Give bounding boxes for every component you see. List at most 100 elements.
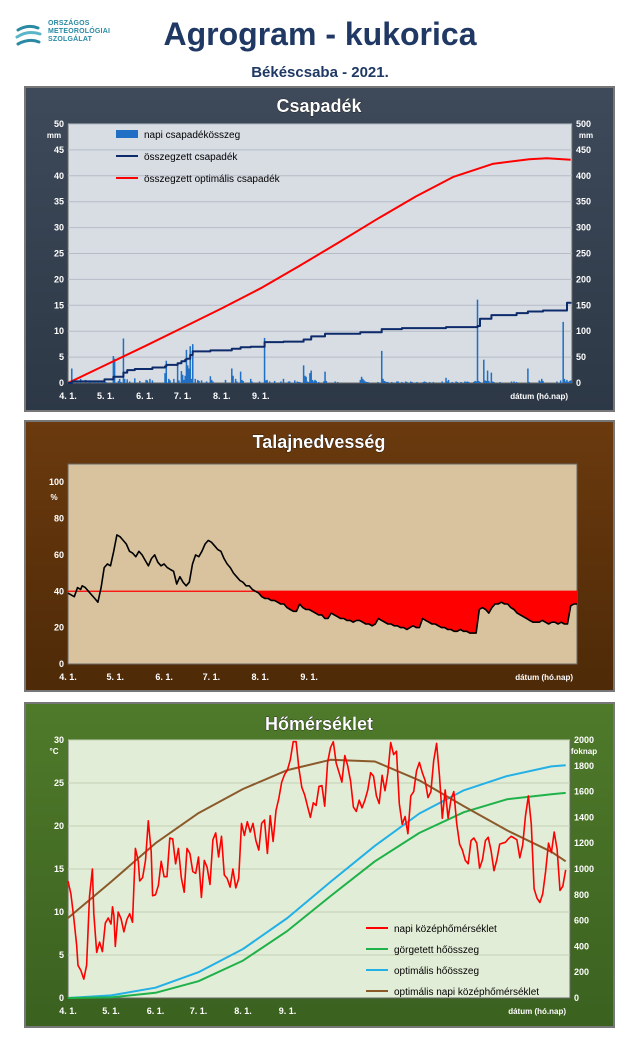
x-axis-label: dátum (hó.nap) — [515, 673, 573, 682]
daily-precip-bar — [499, 381, 501, 383]
left-y-tick-label: 50 — [54, 119, 64, 129]
daily-precip-bar — [145, 379, 147, 383]
daily-precip-bar — [210, 379, 213, 383]
left-y-tick-label: 60 — [54, 550, 64, 560]
logo-mark-icon — [15, 24, 42, 46]
x-tick-label: 4. 1. — [59, 672, 77, 682]
daily-precip-bar — [456, 381, 459, 383]
legend-label-optimal: összegzett optimális csapadék — [144, 174, 281, 185]
logo-line-2: METEOROLÓGIAI — [48, 28, 111, 35]
right-y-tick-label: 600 — [574, 916, 589, 926]
daily-precip-bar — [149, 378, 151, 383]
left-y-tick-label: 25 — [54, 778, 64, 788]
daily-precip-bar — [126, 379, 128, 383]
x-tick-label: 8. 1. — [234, 1006, 252, 1016]
left-y-tick-label: 45 — [54, 145, 64, 155]
daily-precip-bar — [258, 381, 261, 383]
logo-line-3: SZOLGÁLAT — [48, 36, 93, 43]
daily-precip-bar — [302, 365, 305, 383]
right-y-tick-label: 500 — [576, 119, 591, 129]
right-y-tick-label: 800 — [574, 890, 589, 900]
daily-precip-bar — [475, 381, 477, 383]
x-axis-label: dátum (hó.nap) — [510, 392, 568, 401]
daily-precip-bar — [306, 381, 309, 383]
daily-precip-bar — [404, 381, 407, 383]
x-tick-label: 5. 1. — [107, 672, 125, 682]
daily-precip-bar — [287, 381, 290, 383]
daily-precip-bar — [365, 381, 368, 383]
daily-precip-bar — [485, 380, 488, 383]
daily-precip-bar — [183, 379, 185, 383]
daily-precip-bar — [165, 360, 168, 383]
right-y-tick-label: 1800 — [574, 761, 594, 771]
daily-precip-bar — [169, 380, 171, 383]
right-y-tick-label: 200 — [576, 274, 591, 284]
x-tick-label: 6. 1. — [155, 672, 173, 682]
x-tick-label: 7. 1. — [174, 391, 192, 401]
daily-precip-bar — [191, 344, 194, 383]
daily-precip-bar — [105, 381, 107, 383]
daily-precip-bar — [307, 381, 310, 383]
daily-precip-bar — [541, 378, 543, 383]
daily-precip-bar — [317, 381, 320, 383]
daily-precip-bar — [472, 381, 475, 383]
daily-precip-bar — [564, 381, 567, 383]
daily-precip-bar — [294, 380, 296, 383]
daily-precip-bar — [242, 380, 244, 383]
daily-precip-bar — [180, 371, 183, 383]
right-y-tick-label: 50 — [576, 352, 586, 362]
left-y-tick-label: 20 — [54, 821, 64, 831]
daily-precip-bar — [559, 380, 562, 383]
daily-precip-bar — [231, 368, 233, 383]
daily-precip-bar — [539, 381, 542, 383]
daily-precip-bar — [122, 338, 125, 383]
daily-precip-bar — [428, 381, 431, 383]
right-y-tick-label: 1000 — [574, 864, 594, 874]
daily-precip-bar — [401, 381, 403, 383]
daily-precip-bar — [251, 381, 253, 383]
daily-precip-bar — [406, 381, 408, 383]
left-y-tick-label: 30 — [54, 223, 64, 233]
daily-precip-bar — [478, 380, 480, 383]
daily-precip-bar — [451, 381, 454, 383]
x-tick-label: 9. 1. — [279, 1006, 297, 1016]
daily-precip-bar — [181, 374, 184, 383]
left-y-tick-label: 0 — [59, 378, 64, 388]
daily-precip-bar — [305, 376, 307, 383]
daily-precip-bar — [409, 381, 412, 383]
daily-precip-bar — [168, 378, 170, 383]
right-y-tick-label: 400 — [576, 171, 591, 181]
daily-precip-bar — [445, 377, 447, 383]
legend-label-cumulative: összegzett csapadék — [144, 152, 238, 163]
x-tick-label: 7. 1. — [203, 672, 221, 682]
daily-precip-bar — [297, 381, 300, 383]
chart-title: Talajnedvesség — [253, 432, 386, 452]
daily-precip-bar — [527, 368, 529, 383]
daily-precip-bar — [423, 381, 426, 383]
left-y-tick-label: 15 — [54, 300, 64, 310]
daily-precip-bar — [89, 381, 92, 383]
daily-precip-bar — [493, 381, 495, 383]
left-y-tick-label: 100 — [49, 477, 64, 487]
daily-precip-bar — [397, 381, 399, 383]
x-tick-label: 9. 1. — [252, 391, 270, 401]
daily-precip-bar — [528, 381, 530, 383]
cumulative-precip-line — [68, 301, 572, 384]
daily-precip-bar — [363, 380, 365, 383]
left-y-tick-label: 40 — [54, 171, 64, 181]
daily-precip-bar — [117, 380, 120, 383]
daily-precip-bar — [515, 381, 518, 383]
daily-precip-bar — [194, 378, 197, 383]
daily-precip-bar — [490, 372, 493, 383]
left-y-tick-label: 20 — [54, 274, 64, 284]
daily-precip-bar — [112, 356, 115, 383]
daily-precip-bar — [422, 381, 425, 383]
left-y-tick-label: 40 — [54, 586, 64, 596]
daily-precip-bar — [484, 380, 486, 383]
daily-precip-bar — [569, 380, 572, 383]
legend-optimal-heat-sum-label: optimális hőösszeg — [394, 966, 479, 977]
right-y-tick-label: 350 — [576, 197, 591, 207]
daily-precip-bar — [464, 381, 466, 383]
daily-precip-bar — [566, 379, 568, 383]
daily-precip-bar — [383, 380, 386, 383]
